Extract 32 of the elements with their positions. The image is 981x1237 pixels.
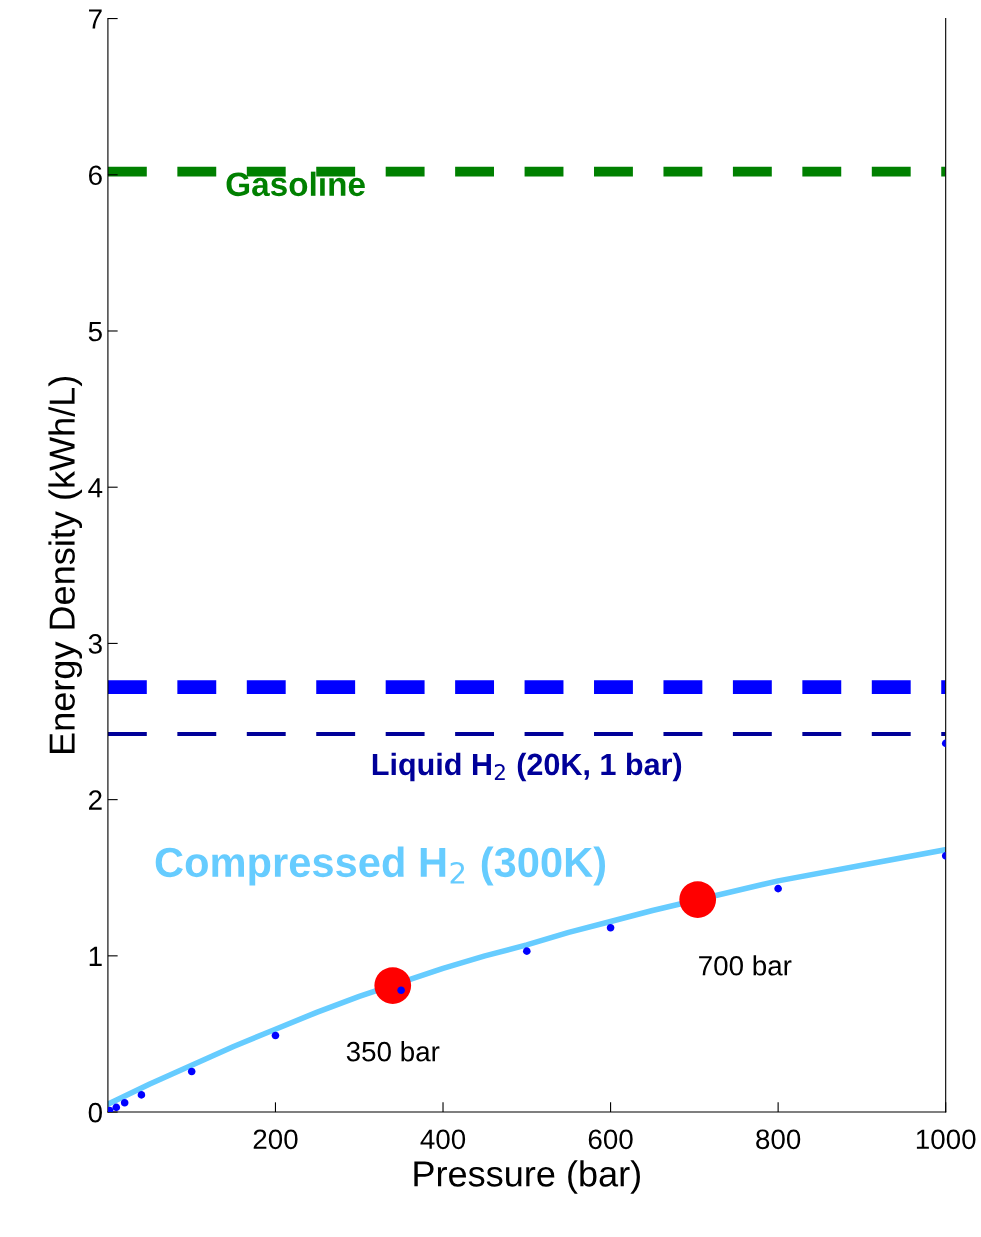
- x-tick-label: 400: [420, 1129, 466, 1150]
- point: [137, 1091, 146, 1099]
- point: [374, 967, 412, 1004]
- point: [120, 1098, 129, 1107]
- y-tick-label: 2: [89, 790, 102, 810]
- x-tick-label: 1000: [916, 1129, 976, 1150]
- y-tick-label: 3: [88, 634, 102, 654]
- series-label: Compressed H$_{2}$ (300K): [155, 846, 606, 886]
- point: [606, 923, 615, 932]
- y-tick-label: 0: [88, 1102, 102, 1123]
- ref-line-label: Gasoline: [226, 171, 365, 197]
- point: [107, 1106, 114, 1113]
- point: [522, 947, 531, 955]
- point: [397, 986, 405, 995]
- x-tick-label: 200: [253, 1129, 298, 1150]
- y-axis-title: Energy Density (kWh/L): [48, 376, 83, 753]
- point: [271, 1031, 280, 1040]
- y-tick-label: 6: [89, 165, 102, 186]
- y-tick-label: 1: [89, 946, 102, 966]
- point: [112, 1103, 121, 1112]
- x-tick-label: 800: [756, 1129, 801, 1150]
- point: [774, 884, 782, 893]
- y-tick-label: 4: [88, 478, 103, 498]
- point: [679, 881, 717, 918]
- x-tick-label: 600: [588, 1129, 633, 1150]
- point: [187, 1067, 196, 1076]
- y-tick-label: 5: [88, 321, 102, 342]
- annotation: 350 bar: [346, 1041, 440, 1062]
- x-axis-title: Pressure (bar): [414, 1160, 640, 1194]
- ref-line-label: Liquid H$_{2}$ (20K, 1 bar): [372, 752, 682, 782]
- annotation: 700 bar: [699, 955, 792, 976]
- y-tick-label: 7: [89, 9, 102, 29]
